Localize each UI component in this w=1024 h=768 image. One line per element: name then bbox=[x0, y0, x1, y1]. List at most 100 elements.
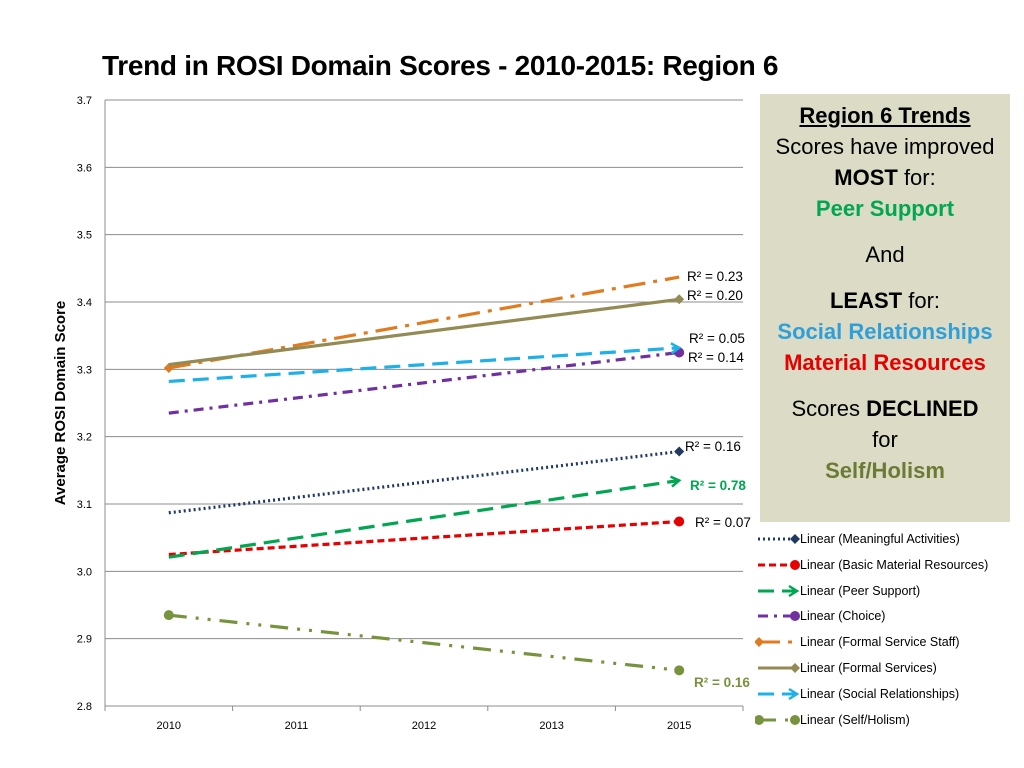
legend-item: Linear (Choice) bbox=[755, 607, 1015, 625]
legend-item: Linear (Formal Services) bbox=[755, 659, 1015, 677]
legend-swatch bbox=[758, 534, 800, 544]
panel-for-1: for: bbox=[897, 165, 936, 190]
panel-social-relationships: Social Relationships bbox=[777, 319, 993, 344]
tick-labels: 2.8 2.9 3.0 3.1 3.2 3.3 3.4 3.5 3.6 3.7 2010 2011 20… bbox=[77, 95, 692, 732]
trend-line bbox=[168, 519, 680, 557]
legend-label: Linear (Peer Support) bbox=[800, 583, 921, 598]
legend-label: Linear (Self/Holism) bbox=[800, 712, 910, 727]
legend-item: Linear (Social Relationships) bbox=[755, 685, 1015, 703]
panel-heading: Region 6 Trends bbox=[799, 103, 971, 128]
legend-item: Linear (Peer Support) bbox=[755, 582, 1015, 600]
r-squared-label: R² = 0.07 bbox=[695, 515, 751, 530]
x-tick-label: 2011 bbox=[285, 720, 309, 732]
end-marker bbox=[790, 611, 800, 622]
end-marker bbox=[674, 294, 685, 305]
panel-declined: DECLINED bbox=[866, 396, 979, 421]
legend-label: Linear (Social Relationships) bbox=[800, 686, 960, 701]
y-tick-label: 3.7 bbox=[77, 95, 92, 107]
end-marker bbox=[674, 516, 685, 527]
r-squared-label: R² = 0.20 bbox=[687, 288, 743, 303]
y-tick-label: 3.3 bbox=[77, 364, 92, 376]
series-linear-meaningful-activities bbox=[168, 446, 685, 515]
end-marker bbox=[674, 665, 685, 676]
r-squared-label: R² = 0.05 bbox=[689, 331, 745, 346]
legend-swatch bbox=[758, 611, 800, 622]
end-marker bbox=[788, 687, 800, 700]
legend-label: Linear (Formal Service Staff) bbox=[800, 635, 960, 650]
panel-most: MOST bbox=[834, 165, 898, 190]
trend-lines bbox=[163, 275, 685, 676]
grid-lines bbox=[105, 99, 743, 707]
trend-line bbox=[168, 297, 680, 367]
r-squared-label: R² = 0.78 bbox=[690, 478, 746, 493]
x-tick-label: 2010 bbox=[157, 720, 181, 732]
y-tick-label: 2.9 bbox=[77, 634, 92, 646]
end-marker bbox=[790, 714, 800, 725]
legend-label: Linear (Formal Services) bbox=[800, 661, 937, 675]
panel-for-2: for: bbox=[902, 288, 941, 313]
legend-label: Linear (Choice) bbox=[800, 609, 886, 624]
series-linear-formal-service-staff bbox=[163, 275, 680, 373]
panel-scores: Scores bbox=[791, 396, 867, 421]
legend-swatch bbox=[755, 637, 795, 648]
end-marker bbox=[790, 534, 800, 544]
legend-swatch bbox=[758, 687, 800, 700]
legend-swatch bbox=[758, 584, 800, 597]
x-tick-label: 2015 bbox=[667, 720, 691, 732]
y-tick-label: 3.5 bbox=[77, 230, 92, 242]
end-marker bbox=[790, 559, 800, 570]
region-trends-panel: Region 6 Trends Scores have improved MOS… bbox=[760, 94, 1010, 522]
panel-least: LEAST bbox=[829, 288, 903, 313]
series-linear-social-relationships bbox=[168, 342, 682, 384]
legend-swatch bbox=[758, 559, 800, 570]
end-marker bbox=[755, 637, 764, 648]
panel-self-holism: Self/Holism bbox=[825, 458, 945, 483]
legend-item: Linear (Meaningful Activities) bbox=[755, 530, 1015, 548]
legend-swatch bbox=[758, 663, 800, 673]
series-linear-choice bbox=[168, 347, 685, 415]
chart-title: Trend in ROSI Domain Scores - 2010-2015:… bbox=[102, 50, 779, 81]
trend-line bbox=[168, 346, 680, 384]
y-axis-label: Average ROSI Domain Score bbox=[52, 301, 69, 506]
r-squared-label: R² = 0.16 bbox=[694, 675, 750, 690]
r-squared-label: R² = 0.16 bbox=[685, 439, 741, 454]
legend-item: Linear (Basic Material Resources) bbox=[755, 556, 1015, 574]
legend-item: Linear (Self/Holism) bbox=[755, 711, 1015, 729]
panel-most-line: MOST for: bbox=[760, 162, 1010, 193]
end-marker bbox=[790, 663, 800, 673]
trend-line bbox=[168, 613, 680, 672]
end-marker bbox=[788, 584, 800, 597]
series-linear-formal-services bbox=[168, 294, 685, 367]
end-marker bbox=[163, 610, 174, 621]
axes bbox=[104, 100, 744, 711]
panel-improved-text: Scores have improved bbox=[775, 134, 995, 159]
series-linear-basic-material-resources bbox=[168, 516, 685, 557]
r-squared-label: R² = 0.23 bbox=[687, 269, 743, 284]
series-linear-peer-support bbox=[168, 475, 682, 559]
legend-item: Linear (Formal Service Staff) bbox=[755, 633, 1015, 651]
trend-line bbox=[168, 350, 680, 415]
y-tick-label: 3.1 bbox=[77, 499, 92, 511]
end-marker bbox=[755, 714, 764, 725]
trend-line bbox=[168, 449, 680, 515]
y-tick-label: 3.6 bbox=[77, 162, 92, 174]
r-squared-labels: R² = 0.16 R² = 0.07 R² = 0.78 R² = 0.14 R² =… bbox=[685, 269, 751, 690]
panel-least-line: LEAST for: bbox=[760, 285, 1010, 316]
trend-line bbox=[168, 478, 680, 559]
legend-swatch bbox=[755, 714, 800, 725]
legend-label: Linear (Basic Material Resources) bbox=[800, 557, 989, 572]
legend-label: Linear (Meaningful Activities) bbox=[800, 532, 960, 546]
series-linear-self-holism bbox=[163, 610, 685, 676]
x-tick-label: 2012 bbox=[412, 720, 436, 732]
end-marker bbox=[670, 475, 682, 488]
panel-peer-support: Peer Support bbox=[815, 196, 955, 221]
panel-for-3: for bbox=[872, 427, 898, 452]
panel-and: And bbox=[865, 242, 905, 267]
x-tick-label: 2013 bbox=[539, 720, 563, 732]
y-tick-label: 2.8 bbox=[77, 701, 92, 713]
end-marker bbox=[674, 446, 685, 457]
end-marker bbox=[670, 342, 682, 355]
y-tick-label: 3.2 bbox=[77, 432, 92, 444]
panel-declined-line: Scores DECLINED bbox=[760, 393, 1010, 424]
